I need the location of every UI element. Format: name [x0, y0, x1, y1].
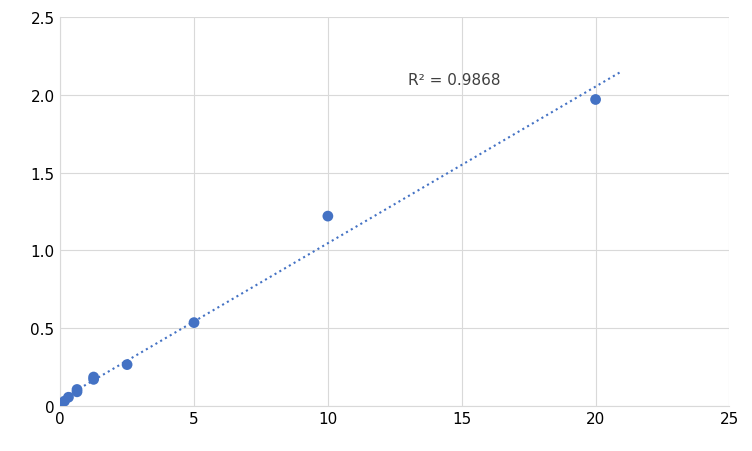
Point: [188, 319, 200, 327]
Point: [54, 402, 66, 409]
Point: [62, 394, 74, 401]
Point: [59, 398, 71, 405]
Point: [71, 386, 83, 393]
Point: [590, 97, 602, 104]
Point: [121, 361, 133, 368]
Point: [322, 213, 334, 220]
Point: [87, 373, 99, 381]
Text: R² = 0.9868: R² = 0.9868: [408, 73, 501, 87]
Point: [71, 388, 83, 396]
Point: [87, 376, 99, 383]
